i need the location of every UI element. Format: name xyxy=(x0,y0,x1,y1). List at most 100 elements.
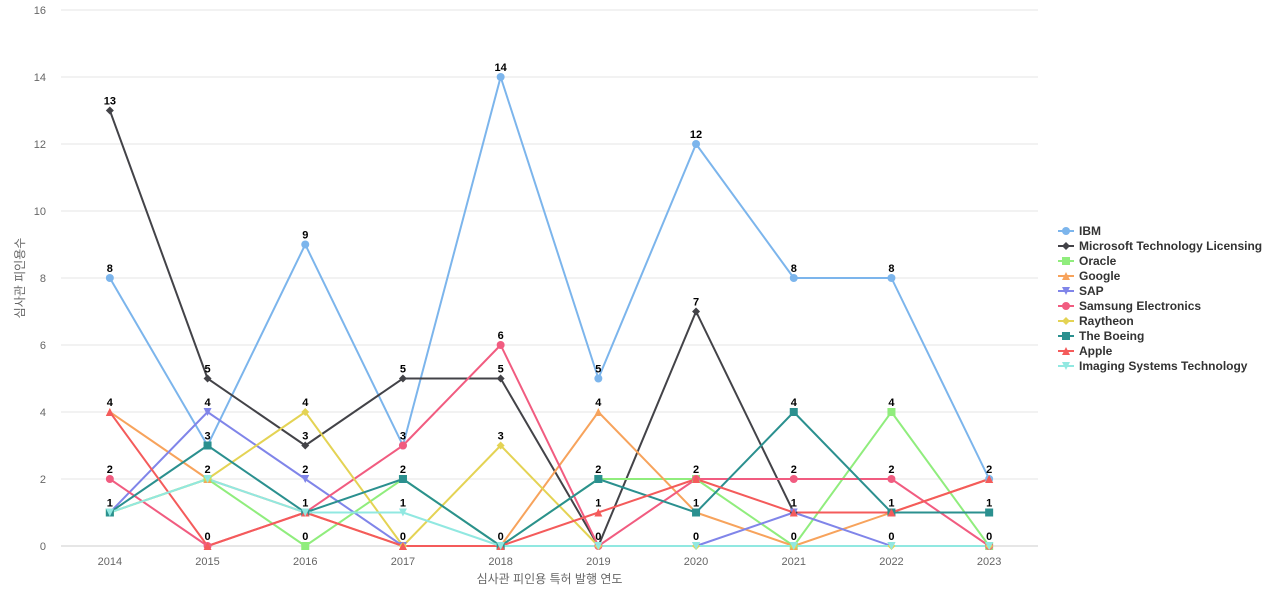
legend-item-microsoft-technology-licensing[interactable]: Microsoft Technology Licensing xyxy=(1058,239,1262,253)
data-label: 0 xyxy=(204,531,210,543)
legend-item-samsung-electronics[interactable]: Samsung Electronics xyxy=(1058,299,1201,313)
series-line-apple xyxy=(109,411,990,547)
data-point-samsung-electronics xyxy=(105,475,114,483)
legend-label: Oracle xyxy=(1079,254,1117,268)
legend-item-raytheon[interactable]: Raytheon xyxy=(1058,314,1134,328)
data-label: 0 xyxy=(693,531,699,543)
data-label: 0 xyxy=(791,531,797,543)
y-tick-label: 4 xyxy=(40,407,46,419)
data-point-apple xyxy=(692,475,701,483)
data-label: 0 xyxy=(498,531,504,543)
data-label: 1 xyxy=(400,498,406,510)
legend-item-sap[interactable]: SAP xyxy=(1058,284,1104,298)
data-label: 5 xyxy=(498,364,504,376)
data-point-sap xyxy=(203,408,212,416)
data-label: 0 xyxy=(888,531,894,543)
x-tick-label: 2023 xyxy=(977,556,1001,568)
data-point-the-boeing xyxy=(692,508,701,517)
data-label: 2 xyxy=(986,464,992,476)
data-label: 2 xyxy=(791,464,797,476)
data-label: 2 xyxy=(400,464,406,476)
legend-marker xyxy=(1062,227,1070,235)
legend-marker xyxy=(1062,317,1070,325)
series-line-ibm xyxy=(108,76,991,480)
data-point-raytheon xyxy=(496,441,505,450)
data-label: 1 xyxy=(888,498,894,510)
data-point-ibm xyxy=(496,73,505,81)
data-label: 5 xyxy=(204,364,210,376)
data-point-imaging-systems-technology xyxy=(789,542,798,550)
data-point-samsung-electronics xyxy=(496,341,505,349)
legend-label: SAP xyxy=(1079,284,1104,298)
data-label: 1 xyxy=(986,498,992,510)
y-tick-label: 6 xyxy=(40,340,46,352)
data-point-apple xyxy=(985,475,994,483)
data-point-apple xyxy=(203,542,212,550)
data-point-imaging-systems-technology xyxy=(398,508,407,517)
data-label: 2 xyxy=(204,464,210,476)
legend-marker xyxy=(1062,272,1070,280)
x-axis-title: 심사관 피인용 특허 발행 연도 xyxy=(477,571,623,586)
legend-item-google[interactable]: Google xyxy=(1058,269,1121,283)
y-tick-label: 8 xyxy=(40,273,46,285)
x-tick-label: 2019 xyxy=(586,556,610,568)
data-label: 1 xyxy=(595,498,601,510)
x-tick-label: 2022 xyxy=(879,556,903,568)
data-point-oracle xyxy=(887,408,896,416)
data-point-imaging-systems-technology xyxy=(203,475,212,483)
data-point-imaging-systems-technology xyxy=(594,542,603,550)
data-point-samsung-electronics xyxy=(789,475,798,483)
legend-marker xyxy=(1062,242,1070,250)
data-point-microsoft-technology-licensing xyxy=(203,374,212,383)
y-tick-label: 16 xyxy=(34,5,46,17)
series-markers xyxy=(105,73,994,550)
x-tick-label: 2021 xyxy=(782,556,806,568)
series-lines xyxy=(108,76,991,547)
data-point-the-boeing xyxy=(789,408,798,416)
data-point-microsoft-technology-licensing xyxy=(398,374,407,383)
data-point-raytheon xyxy=(301,408,310,416)
data-point-apple xyxy=(887,508,896,517)
legend-marker xyxy=(1062,362,1070,370)
data-label: 0 xyxy=(302,531,308,543)
data-label: 13 xyxy=(104,96,116,108)
legend-item-oracle[interactable]: Oracle xyxy=(1058,254,1117,268)
y-tick-label: 2 xyxy=(40,474,46,486)
data-label: 2 xyxy=(302,464,308,476)
data-label: 3 xyxy=(498,431,504,443)
data-label: 4 xyxy=(107,397,114,409)
data-label: 5 xyxy=(400,364,406,376)
data-label: 4 xyxy=(302,397,309,409)
series-line-the-boeing xyxy=(109,411,990,547)
x-tick-label: 2020 xyxy=(684,556,708,568)
data-label: 0 xyxy=(400,531,406,543)
data-label: 2 xyxy=(888,464,894,476)
data-label: 2 xyxy=(693,464,699,476)
legend-label: The Boeing xyxy=(1079,329,1144,343)
legend-label: Google xyxy=(1079,269,1121,283)
data-label: 0 xyxy=(595,531,601,543)
legend-label: Apple xyxy=(1079,344,1113,358)
legend-label: Imaging Systems Technology xyxy=(1079,359,1248,373)
legend-label: Microsoft Technology Licensing xyxy=(1079,239,1262,253)
data-point-the-boeing xyxy=(594,475,603,483)
data-point-the-boeing xyxy=(398,475,407,483)
legend-item-the-boeing[interactable]: The Boeing xyxy=(1058,329,1144,343)
data-label: 8 xyxy=(888,263,894,275)
data-label: 0 xyxy=(986,531,992,543)
data-point-imaging-systems-technology xyxy=(496,542,505,550)
data-label: 4 xyxy=(888,397,895,409)
data-point-imaging-systems-technology xyxy=(692,542,701,550)
legend-marker xyxy=(1062,302,1070,310)
data-point-microsoft-technology-licensing xyxy=(301,441,310,450)
data-point-the-boeing xyxy=(985,508,994,517)
data-point-ibm xyxy=(301,240,310,249)
legend-item-imaging-systems-technology[interactable]: Imaging Systems Technology xyxy=(1058,359,1248,373)
legend-item-ibm[interactable]: IBM xyxy=(1058,224,1101,238)
legend-item-apple[interactable]: Apple xyxy=(1058,344,1113,358)
legend-label: Samsung Electronics xyxy=(1079,299,1201,313)
data-point-ibm xyxy=(887,274,896,282)
data-label: 9 xyxy=(302,230,308,242)
data-label: 3 xyxy=(302,431,308,443)
